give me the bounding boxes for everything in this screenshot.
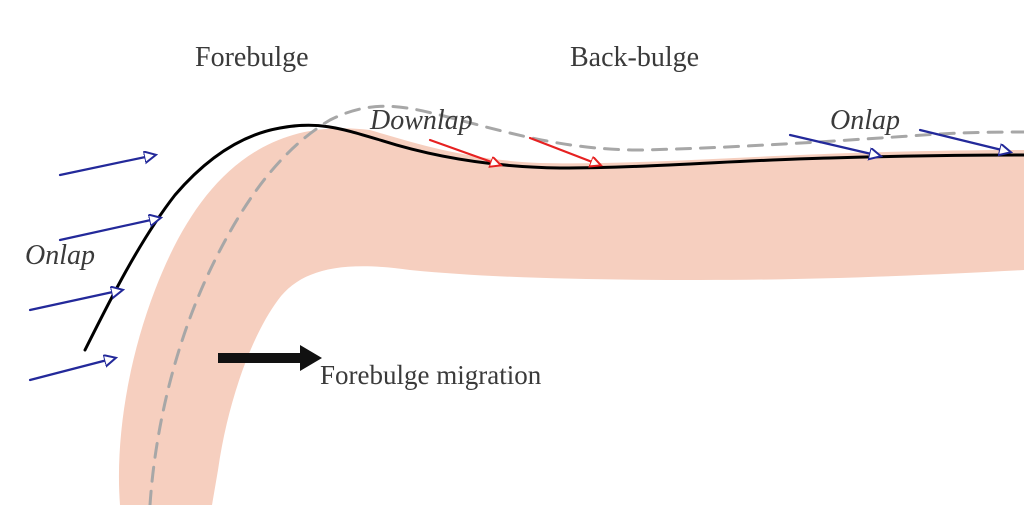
diagram-svg [0,0,1024,505]
forebulge-label: Forebulge [195,42,309,74]
strata-body [119,128,1024,505]
diagram-stage: Forebulge Back-bulge Downlap Onlap Onlap… [0,0,1024,505]
onlap-left-label: Onlap [25,240,95,272]
forebulge-migration-label: Forebulge migration [320,360,541,391]
backbulge-label: Back-bulge [570,42,699,74]
onlap-right-label: Onlap [830,105,900,137]
downlap-label: Downlap [370,105,473,137]
